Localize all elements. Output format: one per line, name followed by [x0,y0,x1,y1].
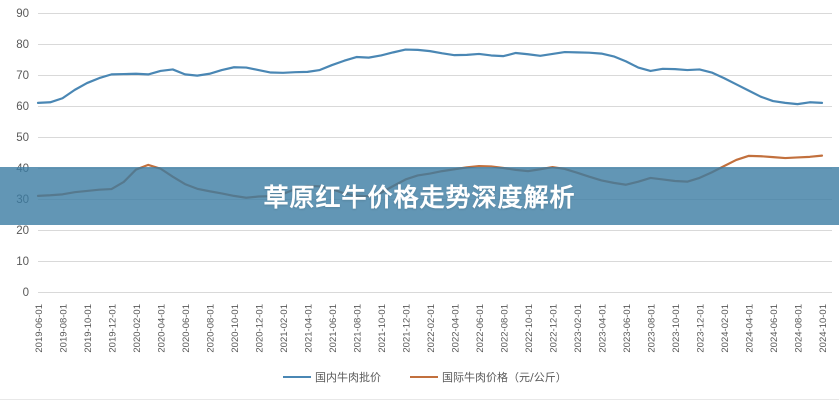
x-axis-tick-label: 2021-12-01 [402,304,413,353]
x-axis-tick-label: 2021-06-01 [328,304,339,353]
x-axis-tick-label: 2024-08-01 [794,304,805,353]
series-line-international [36,154,824,199]
x-axis-tick-labels: 2019-06-01 2019-08-01 2019-10-01 2019-12-01… [34,304,829,353]
x-axis-tick-label: 2023-04-01 [598,304,609,353]
x-axis-tick-label: 2020-12-01 [255,304,266,353]
legend-label: 国际牛肉价格（元/公斤） [442,370,567,384]
y-axis-tick-label: 40 [16,163,29,175]
x-axis-tick-label: 2023-10-01 [671,304,682,353]
chart-legend: 国内牛肉批价 国际牛肉价格（元/公斤） [283,370,567,384]
series-line-domestic [36,48,824,106]
y-axis-tick-label: 60 [16,101,29,113]
x-axis-tick-label: 2023-08-01 [647,304,658,353]
x-axis-tick-label: 2024-06-01 [769,304,780,353]
x-axis-tick-label: 2020-02-01 [132,304,143,353]
x-axis-tick-label: 2023-12-01 [696,304,707,353]
x-axis-tick-label: 2022-10-01 [524,304,535,353]
x-axis-tick-label: 2020-06-01 [181,304,192,353]
y-axis-tick-label: 90 [16,8,29,20]
x-axis-tick-label: 2024-04-01 [745,304,756,353]
x-axis-tick-label: 2019-12-01 [108,304,119,353]
y-axis-tick-labels: 0 10 20 30 40 50 60 70 80 90 [16,8,29,299]
x-axis-tick-label: 2022-08-01 [500,304,511,353]
x-axis-tick-label: 2023-02-01 [573,304,584,353]
y-axis-tick-label: 20 [16,225,29,237]
y-axis-tick-label: 10 [16,256,29,268]
x-axis-tick-label: 2021-08-01 [353,304,364,353]
x-axis-tick-label: 2022-02-01 [426,304,437,353]
series-lines [36,48,824,199]
x-axis-tick-label: 2021-02-01 [279,304,290,353]
x-axis-tick-label: 2022-04-01 [451,304,462,353]
x-axis-tick-label: 2020-08-01 [206,304,217,353]
x-axis-tick-label: 2021-04-01 [304,304,315,353]
x-axis-tick-label: 2022-12-01 [549,304,560,353]
legend-label: 国内牛肉批价 [315,370,381,384]
y-axis-tick-label: 80 [16,39,29,51]
x-axis-tick-label: 2021-10-01 [377,304,388,353]
y-axis-tick-label: 50 [16,132,29,144]
x-axis-tick-label: 2022-06-01 [475,304,486,353]
y-axis-tick-label: 0 [23,287,29,299]
gridlines [38,13,832,293]
y-axis-tick-label: 30 [16,194,29,206]
x-axis-tick-label: 2024-10-01 [818,304,829,353]
x-axis-tick-label: 2020-04-01 [157,304,168,353]
x-axis-tick-label: 2019-08-01 [59,304,70,353]
x-axis-tick-label: 2019-10-01 [83,304,94,353]
x-axis-tick-label: 2024-02-01 [720,304,731,353]
x-axis-tick-label: 2020-10-01 [230,304,241,353]
x-axis-tick-label: 2023-06-01 [622,304,633,353]
x-axis-tick-label: 2019-06-01 [34,304,45,353]
y-axis-tick-label: 70 [16,70,29,82]
